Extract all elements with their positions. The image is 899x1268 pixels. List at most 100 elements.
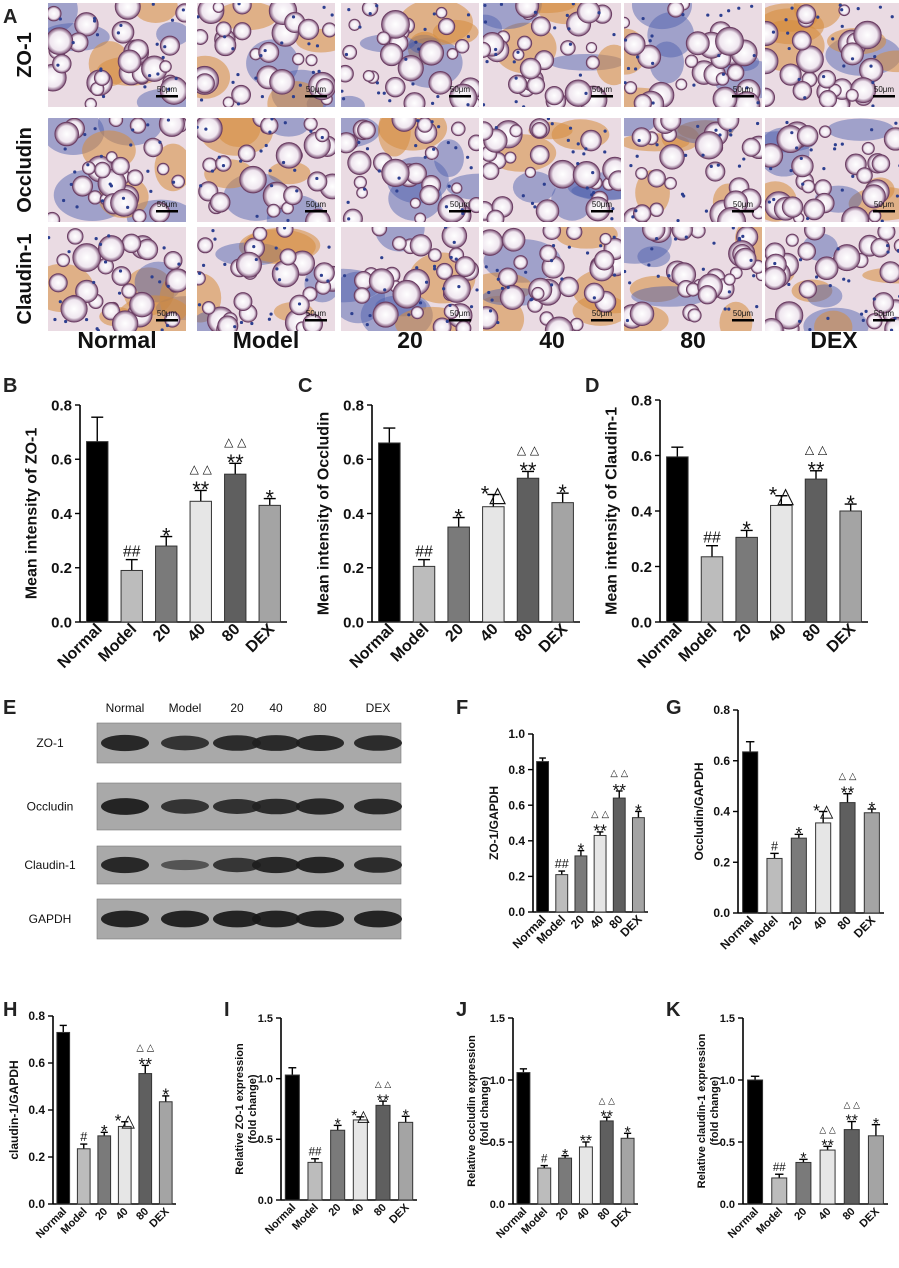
y-axis-title: claudin-1/GAPDH [7,1060,21,1159]
x-category-label: 40 [575,1206,592,1223]
group-label-normal: Normal [77,327,156,353]
y-tick-label: 0.0 [343,614,364,631]
nucleus [236,72,240,77]
nucleus [320,135,324,140]
goblet-cell [197,237,214,254]
nucleus [721,72,726,76]
histology-image: 50μm [341,3,479,107]
x-category-label: DEX [147,1205,172,1230]
goblet-cell [307,171,328,192]
goblet-cell [235,251,262,278]
tissue-texture [48,228,186,331]
nucleus [149,189,153,193]
bar [516,1072,531,1205]
nucleus [494,126,498,130]
nucleus [407,313,411,317]
tissue-texture [197,118,335,222]
y-axis-title-line: Relative ZO-1 expression [234,1043,246,1175]
significance-marker: ** [841,783,855,803]
scale-bar [449,95,471,98]
nucleus [158,280,162,284]
nucleus [397,176,401,180]
goblet-cell [535,199,560,222]
nucleus [787,46,791,51]
bar [612,797,626,913]
goblet-cell [872,292,895,314]
protein-band [252,798,300,815]
group-label-80: 80 [680,327,706,353]
nucleus [625,318,630,323]
stain-region [551,179,594,221]
significance-marker: * [635,800,642,820]
tissue-texture [624,118,762,222]
nucleus [311,70,315,74]
nucleus [516,50,520,54]
nucleus [571,3,575,6]
bar [819,1149,836,1205]
goblet-cell [635,166,648,180]
goblet-cell [48,5,62,22]
bar [599,1120,614,1205]
nucleus [204,127,208,131]
y-tick-label: 0.0 [490,1199,505,1211]
scale-bar [591,210,613,213]
nucleus [816,15,820,19]
nucleus [147,73,152,78]
goblet-cell [348,18,361,31]
goblet-cell [132,209,147,222]
stain-region [268,118,309,137]
lane-label-model: Model [169,701,202,715]
x-category-label: 80 [800,621,825,646]
nucleus [514,76,518,80]
goblet-cell [542,227,562,241]
significance-marker: * [868,798,875,818]
goblet-cell [121,283,137,299]
bar [189,500,212,623]
nucleus [56,63,60,67]
lane-label-40: 40 [269,701,283,715]
x-category-label: Model [676,621,721,666]
y-tick-label: 0.8 [713,703,730,717]
nucleus [546,118,551,121]
goblet-cell [840,42,864,66]
nucleus [524,270,528,274]
nucleus [856,7,860,11]
x-category-label: 80 [512,621,537,646]
nucleus [166,284,170,288]
nucleus [457,284,461,289]
goblet-cell [697,285,717,305]
y-tick-label: 1.0 [720,1075,735,1087]
nucleus [585,186,589,190]
significance-marker: * [624,1124,630,1141]
panel-letter-d: D [585,375,599,397]
nucleus [842,277,846,281]
goblet-cell [694,131,724,160]
protein-band [252,735,300,751]
nucleus [344,52,349,57]
nucleus [259,53,263,58]
significance-marker: ** [846,1113,858,1130]
nucleus [64,319,68,324]
goblet-cell [48,211,61,222]
bar [138,1073,153,1205]
nucleus [282,227,287,230]
y-tick-label: 0.5 [258,1134,273,1146]
nucleus [444,205,449,209]
scale-bar-label: 50μm [592,309,613,318]
y-tick-label: 1.5 [720,1013,735,1025]
goblet-cell [774,301,804,330]
nucleus [73,170,77,174]
goblet-cell [765,143,784,168]
bar [735,536,758,623]
nucleus [368,11,372,16]
nucleus [121,196,126,200]
nucleus [806,216,810,221]
histology-image: 50μm [483,118,621,222]
nucleus [250,321,254,326]
y-tick-label: 0.6 [508,798,525,812]
scale-bar-label: 50μm [733,200,754,209]
nucleus [742,157,746,161]
nucleus [315,44,320,48]
stain-region [637,246,671,268]
nucleus [414,40,418,44]
